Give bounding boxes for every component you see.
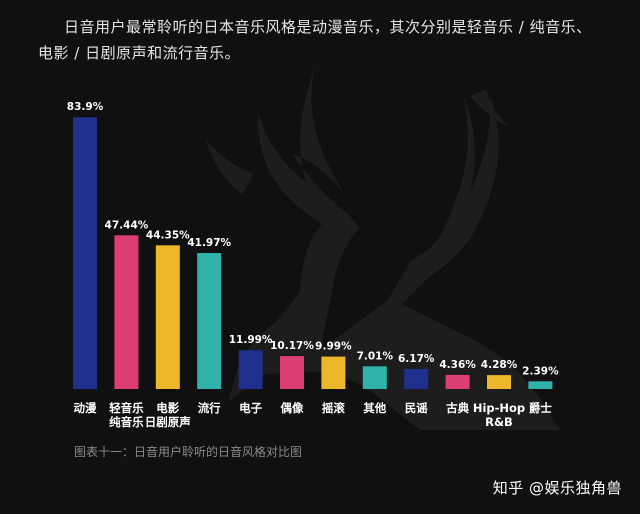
category-label-0: 动漫 [74,401,97,415]
bar-value-label-3: 41.97% [187,237,231,249]
category-label-7: 其他 [363,401,386,415]
category-label-1: 轻音乐纯音乐 [109,401,144,429]
category-label-5: 偶像 [281,401,304,415]
bar-1 [114,235,139,389]
heading-line-2: 电影 / 日剧原声和流行音乐。 [38,44,241,62]
figure-caption: 图表十一：日音用户聆听的日音风格对比图 [74,445,303,459]
category-label-6: 摇滚 [322,401,345,415]
category-label-10: Hip-Hop R&B [473,401,525,429]
category-label-4: 电子 [239,401,262,415]
bar-value-label-5: 10.17% [270,340,314,352]
bar-3 [197,253,222,389]
bar-value-label-9: 4.36% [439,359,476,371]
bar-6 [321,356,346,389]
chart-heading: 日音用户最常聆听的日本音乐风格是动漫音乐，其次分别是轻音乐 / 纯音乐、 电影 … [38,14,624,66]
category-label-2: 电影日剧原声 [145,401,191,429]
bar-value-label-11: 2.39% [522,365,559,377]
bar-value-label-4: 11.99% [229,334,273,346]
bar-value-label-6: 9.99% [315,341,352,353]
bar-value-label-10: 4.28% [481,359,518,371]
bar-value-label-8: 6.17% [398,353,435,365]
bar-value-label-1: 47.44% [105,219,149,231]
bar-11 [528,381,553,389]
category-label-8: 民谣 [405,401,428,415]
bar-value-label-2: 44.35% [146,229,190,241]
category-label-3: 流行 [198,401,221,415]
category-label-11: 爵士 [529,401,552,415]
bar-0 [73,117,97,389]
zhihu-watermark: 知乎 @娱乐独角兽 [492,479,622,497]
bar-5 [280,356,304,389]
category-label-9: 古典 [446,401,469,415]
bar-10 [487,375,511,389]
bar-2 [155,245,180,389]
bar-7 [362,366,387,389]
heading-line-1: 日音用户最常聆听的日本音乐风格是动漫音乐，其次分别是轻音乐 / 纯音乐、 [64,18,592,36]
bar-value-label-0: 83.9% [67,101,104,113]
bar-8 [404,369,429,389]
bar-4 [238,350,263,389]
bar-value-label-7: 7.01% [357,350,394,362]
bar-9 [445,374,470,389]
